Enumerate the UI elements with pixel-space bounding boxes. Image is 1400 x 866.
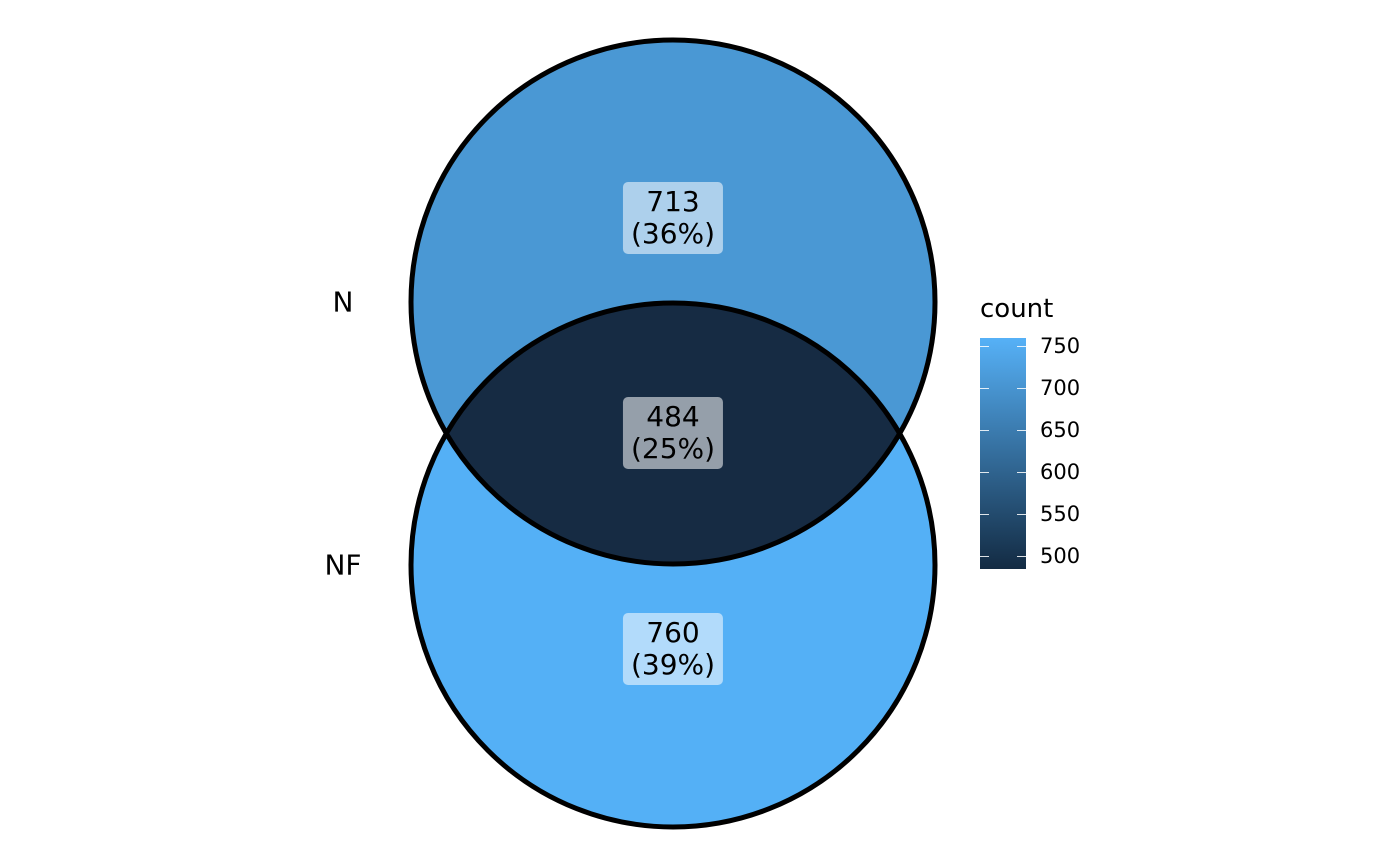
set-label-nf: NF — [324, 548, 362, 582]
region-nf-only-percent: (39%) — [630, 648, 716, 681]
legend-tick-mark — [980, 388, 989, 390]
legend-tick-label: 500 — [1040, 543, 1081, 568]
legend-tick-mark — [980, 346, 989, 348]
legend-tick-label: 650 — [1040, 418, 1081, 443]
region-nf-only-label: 760 (39%) — [622, 613, 724, 685]
legend-color-bar — [980, 338, 1026, 569]
set-label-n: N — [332, 285, 354, 319]
region-n-only-percent: (36%) — [630, 217, 716, 250]
legend-tick-mark — [1017, 430, 1026, 432]
legend-tick-mark — [1017, 513, 1026, 515]
set-nf-outline — [408, 300, 938, 830]
legend-tick-mark — [980, 555, 989, 557]
legend-tick-label: 550 — [1040, 501, 1081, 526]
legend-tick-mark — [980, 513, 989, 515]
legend-tick-mark — [1017, 555, 1026, 557]
legend-tick-label: 700 — [1040, 376, 1081, 401]
region-n-only-label: 713 (36%) — [622, 182, 724, 254]
legend-tick-label: 600 — [1040, 459, 1081, 484]
region-nf-only-count: 760 — [646, 616, 700, 649]
region-overlap-percent: (25%) — [630, 432, 716, 465]
set-n-outline — [408, 37, 938, 567]
region-overlap-label: 484 (25%) — [622, 397, 724, 469]
overlap-region — [411, 303, 935, 564]
legend-tick-mark — [980, 471, 989, 473]
legend-tick-mark — [1017, 388, 1026, 390]
legend-title: count — [980, 294, 1054, 324]
region-n-only-count: 713 — [646, 185, 700, 218]
legend-tick-mark — [1017, 346, 1026, 348]
legend-tick-mark — [1017, 471, 1026, 473]
region-overlap-count: 484 — [646, 400, 700, 433]
legend-tick-mark — [980, 430, 989, 432]
legend-tick-label: 750 — [1040, 334, 1081, 359]
